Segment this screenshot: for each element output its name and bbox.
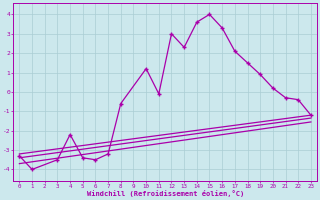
X-axis label: Windchill (Refroidissement éolien,°C): Windchill (Refroidissement éolien,°C): [86, 190, 244, 197]
